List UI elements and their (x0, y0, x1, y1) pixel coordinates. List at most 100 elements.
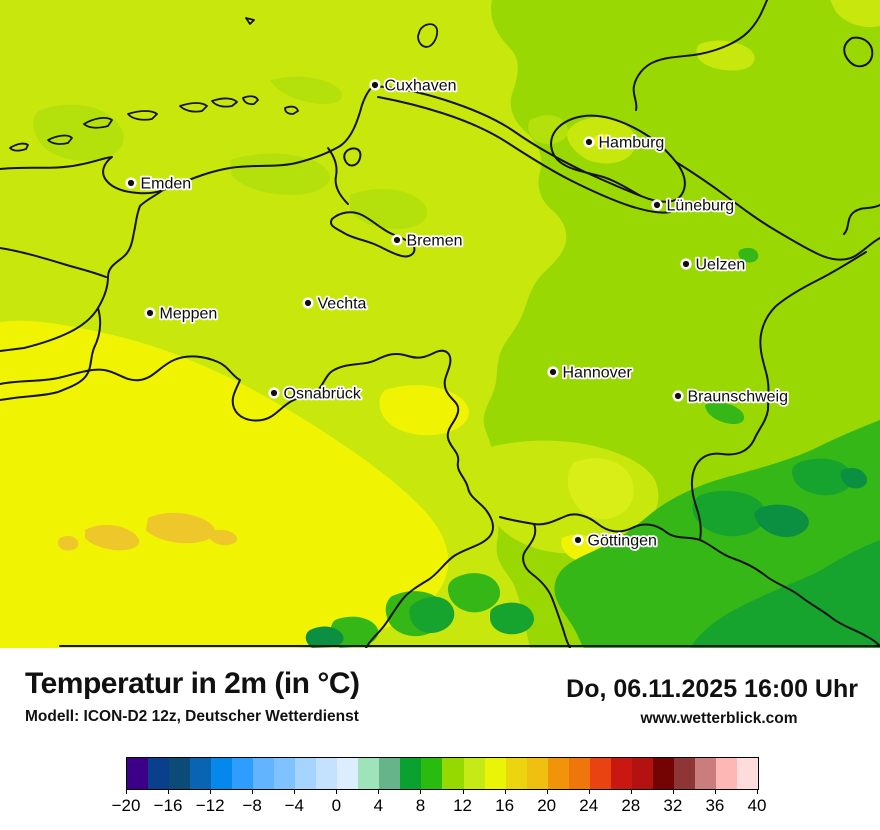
island-langeoog (179, 102, 208, 113)
map-footer: Temperatur in 2m (in °C) Modell: ICON-D2… (0, 648, 880, 830)
colorbar-tick-label: 24 (579, 796, 599, 815)
colorbar-segment (253, 758, 275, 789)
city-dot (549, 368, 557, 376)
colorbar-segment (568, 758, 590, 789)
colorbar-segment (610, 758, 632, 789)
colorbar-tick-label: −8 (242, 796, 262, 815)
city-marker-group: Hannover (547, 363, 634, 383)
colorbar-tick-label: 8 (415, 796, 426, 815)
island-norderney (83, 117, 113, 129)
model-info: Modell: ICON-D2 12z, Deutscher Wetterdie… (25, 708, 359, 725)
city-label: Meppen (160, 306, 218, 323)
city-label: Hamburg (599, 135, 665, 152)
yellow-warm-region (0, 320, 449, 648)
colorbar-tick-label: 28 (621, 796, 641, 815)
yellow-patch-center (379, 385, 469, 436)
city-label: Göttingen (588, 533, 657, 550)
colorbar-tick (168, 789, 170, 794)
city-label: Osnabrück (284, 386, 362, 403)
city-marker-group: Göttingen (572, 531, 659, 551)
city-marker-group: Meppen (144, 304, 219, 324)
colorbar-segment (547, 758, 569, 789)
elbe-island-wiggle (843, 36, 874, 68)
bremerhaven-border (343, 147, 362, 167)
colorbar-tick (546, 789, 548, 794)
city-marker-group: Uelzen (680, 255, 747, 275)
colorbar-segment (400, 758, 422, 789)
colorbar-segment (484, 758, 506, 789)
colorbar-tick-label: 20 (537, 796, 557, 815)
colorbar-tick-label: 4 (373, 796, 384, 815)
goettingen-bright-patch (567, 458, 634, 520)
elbe-southeast (675, 161, 880, 261)
city-marker-group: Cuxhaven (369, 76, 458, 96)
mecklenburg-wiggle (843, 204, 880, 235)
city-label: Hannover (563, 365, 633, 382)
colorbar-segment (736, 758, 758, 789)
city-marker-group: Lüneburg (651, 196, 736, 216)
green-region-6-8 (409, 458, 880, 648)
colorbar-tick (630, 789, 632, 794)
forecast-datetime: Do, 06.11.2025 16:00 Uhr (566, 675, 858, 703)
colorbar-tick (294, 789, 296, 794)
city-marker-group: Hamburg (583, 133, 666, 153)
colorbar-labels: −20 −16 −12 −8 −4 0 4 8 12 16 20 24 28 32 36 40 (112, 796, 767, 816)
colorbar-tick-label: 0 (331, 796, 342, 815)
elbe-north-bank (373, 85, 642, 197)
weser-estuary (327, 147, 349, 205)
city-label: Vechta (318, 296, 367, 313)
colorbar-tick (126, 789, 127, 794)
colorbar-segment (148, 758, 170, 789)
colorbar-tick (462, 789, 464, 794)
colorbar-segment (337, 758, 359, 789)
borders (0, 0, 880, 648)
hamburg-border (550, 114, 686, 203)
bremen-border (330, 211, 416, 258)
colorbar-tick-label: −4 (284, 796, 304, 815)
colorbar-tick (504, 789, 506, 794)
island-spiekeroog (211, 97, 238, 108)
colorbar-segment (295, 758, 317, 789)
city-marker-group: Emden (125, 174, 193, 194)
colorbar-tick-label: 16 (495, 796, 515, 815)
colorbar-segment (694, 758, 716, 789)
temperature-map: Cuxhaven Hamburg Emden Lüneburg Bremen Uelzen… (0, 0, 880, 648)
green-region-4-6 (305, 468, 868, 648)
colorbar-tick-label: 36 (705, 796, 725, 815)
city-dot (146, 309, 154, 317)
sachsen-anhalt-border (690, 251, 867, 541)
colorbar-segment (379, 758, 401, 789)
city-label: Lüneburg (667, 198, 735, 215)
colorbar-segment (442, 758, 464, 789)
colorbar-segment (316, 758, 338, 789)
city-label: Bremen (407, 233, 463, 250)
colorbar-segment (652, 758, 674, 789)
hamburg-yellow-speck (593, 133, 613, 149)
colorbar-segment (526, 758, 548, 789)
colorbar-tick (252, 789, 254, 794)
schleswig-holstein-border (632, 0, 768, 111)
city-dot (653, 201, 661, 209)
colorbar-segment (589, 758, 611, 789)
colorbar-segment (673, 758, 695, 789)
elbe-south-bank (377, 96, 671, 214)
colorbar-tick-label: 40 (747, 796, 767, 815)
island-wangerooge (242, 95, 259, 106)
city-dot (585, 138, 593, 146)
colorbar-segment (274, 758, 296, 789)
city-marker-group: Osnabrück (268, 384, 364, 404)
city-dot (371, 81, 379, 89)
city-marker-group: Braunschweig (672, 387, 790, 407)
colorbar-segment (169, 758, 191, 789)
city-dot (304, 299, 312, 307)
colorbar-segment (127, 758, 149, 789)
island-neuwerk (417, 23, 439, 48)
city-dot (682, 260, 690, 268)
website-credit: www.wetterblick.com (640, 710, 798, 727)
island-minsener-oog (284, 105, 299, 115)
colorbar-tick (420, 789, 422, 794)
colorbar-segment (358, 758, 380, 789)
colorbar-tick (714, 789, 716, 794)
colorbar-tick (672, 789, 674, 794)
colorbar-tick-label: 32 (663, 796, 683, 815)
